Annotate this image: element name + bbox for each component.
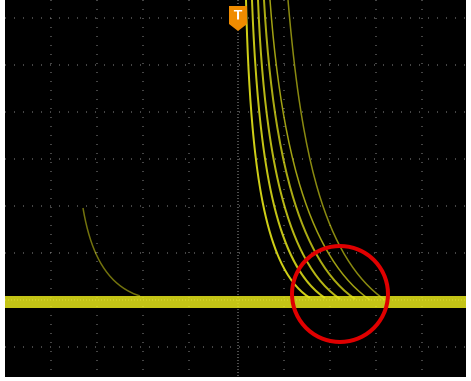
scope-display: T <box>0 0 471 381</box>
trigger-label: T <box>234 7 243 23</box>
screen <box>5 0 466 377</box>
page: T (() => { const data = JSON.parse(docum… <box>0 0 471 381</box>
